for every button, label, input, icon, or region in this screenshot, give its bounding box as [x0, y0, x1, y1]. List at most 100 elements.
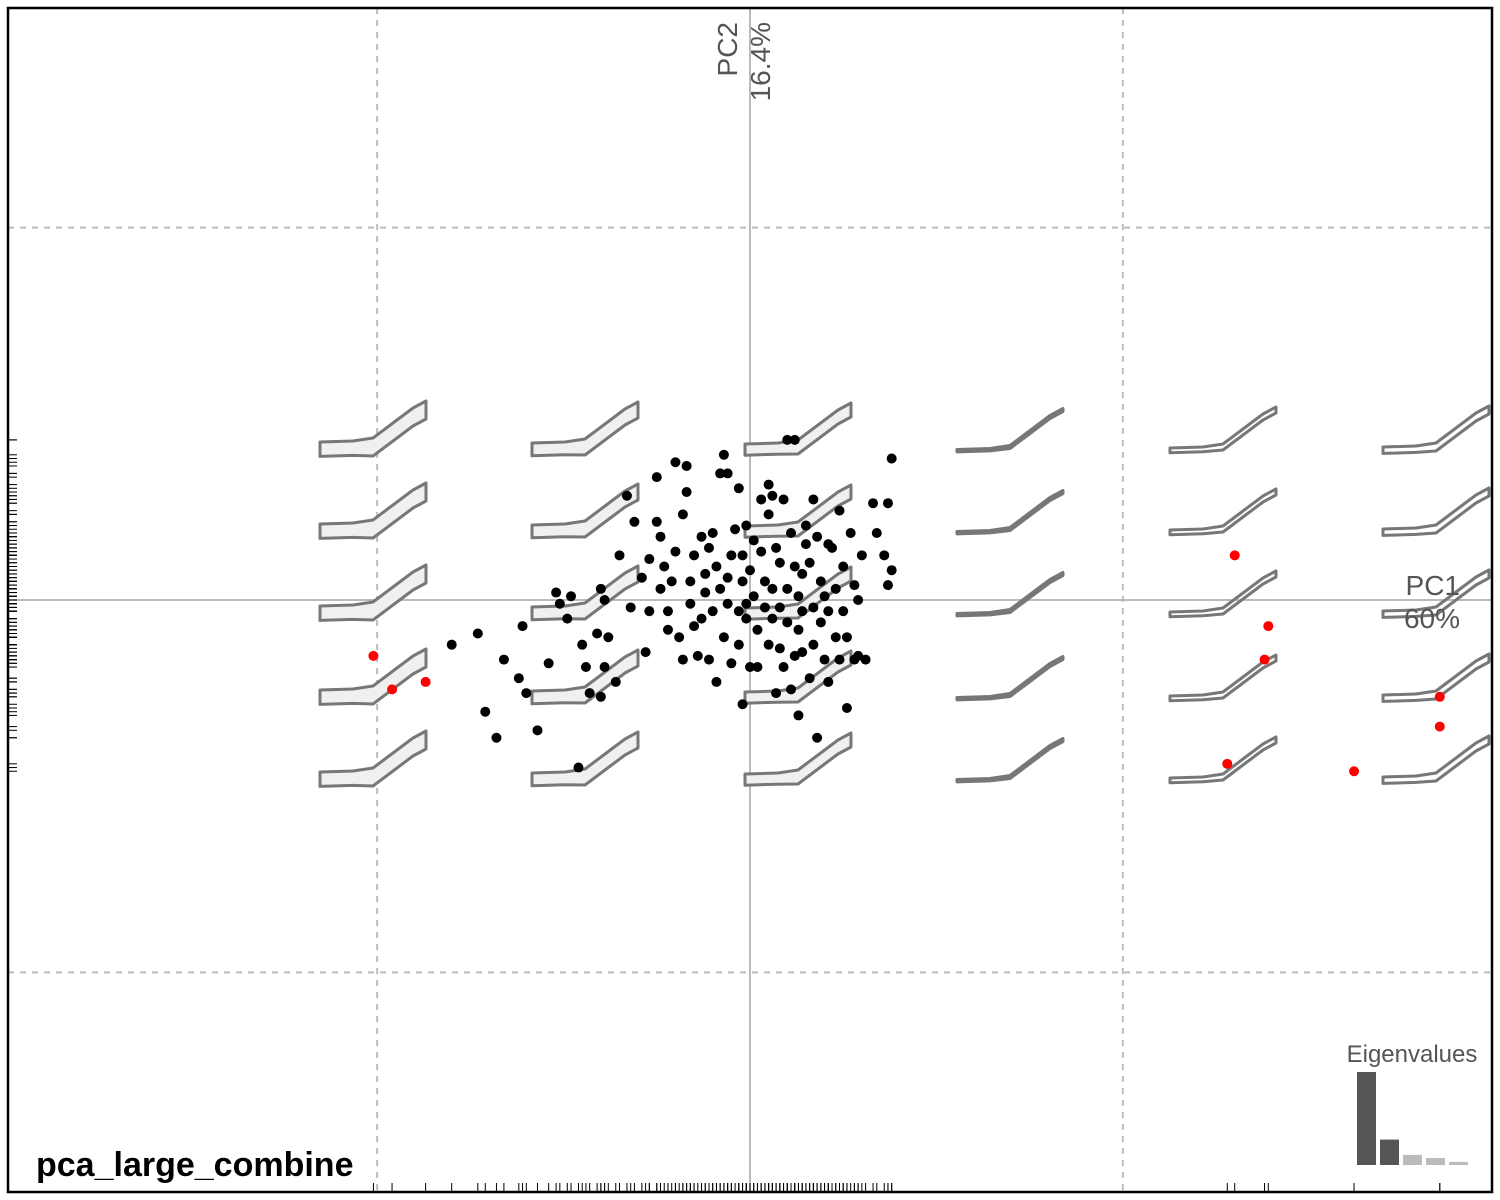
- shape-outline: [1381, 652, 1491, 703]
- point: [789, 650, 800, 661]
- point: [789, 434, 800, 445]
- point: [782, 583, 793, 594]
- point: [797, 568, 808, 579]
- point: [812, 531, 823, 542]
- shape-outline: [743, 731, 853, 787]
- point: [513, 673, 524, 684]
- shape-outline: [530, 648, 640, 706]
- point: [819, 654, 830, 665]
- point: [756, 494, 767, 505]
- shape-outline: [1168, 405, 1278, 455]
- point: [830, 583, 841, 594]
- point: [599, 595, 610, 605]
- point: [797, 606, 808, 617]
- point: [797, 647, 808, 658]
- point: [778, 662, 789, 673]
- point: [737, 699, 748, 710]
- point: [774, 602, 785, 613]
- point: [879, 550, 890, 561]
- point: [655, 583, 666, 594]
- point: [387, 684, 398, 695]
- point: [595, 691, 606, 702]
- shape-outline: [743, 649, 853, 705]
- point: [368, 650, 379, 661]
- point: [804, 673, 815, 684]
- shape-outline: [1381, 486, 1491, 537]
- shape-outline: [1381, 404, 1491, 455]
- point: [726, 550, 737, 561]
- point: [759, 576, 770, 587]
- point: [882, 580, 893, 591]
- frame: [6, 6, 1494, 1194]
- point: [745, 565, 755, 576]
- point: [629, 516, 640, 527]
- point: [580, 662, 591, 673]
- point: [726, 658, 737, 669]
- point: [830, 632, 841, 643]
- point: [640, 647, 651, 658]
- point: [543, 658, 554, 669]
- point: [677, 509, 688, 520]
- plot-area: [8, 434, 1445, 1192]
- shape-outline: [743, 483, 853, 539]
- point: [595, 583, 606, 594]
- point: [662, 624, 673, 635]
- point: [730, 524, 741, 535]
- point: [808, 639, 819, 650]
- point: [577, 639, 588, 650]
- point: [774, 557, 785, 568]
- shape-outline: [1381, 568, 1491, 619]
- point: [707, 606, 718, 617]
- point: [666, 576, 677, 587]
- point: [767, 490, 778, 501]
- shape-outline: [318, 729, 428, 788]
- point: [700, 568, 711, 579]
- eigen-title: Eigenvalues: [1347, 1041, 1478, 1068]
- point: [886, 565, 897, 576]
- point: [659, 561, 670, 572]
- point: [603, 632, 614, 643]
- point: [808, 602, 819, 613]
- shape-outline: [955, 655, 1065, 702]
- shape-outline: [955, 407, 1065, 454]
- point: [853, 595, 864, 605]
- point: [763, 479, 774, 490]
- shape-outline: [955, 737, 1065, 784]
- point: [711, 561, 722, 572]
- point: [715, 583, 726, 594]
- point: [532, 725, 543, 736]
- point: [856, 550, 867, 561]
- point: [498, 654, 509, 665]
- point: [689, 550, 700, 561]
- point: [551, 587, 562, 598]
- point: [491, 732, 502, 743]
- point: [696, 613, 707, 624]
- point: [737, 576, 748, 587]
- point: [722, 468, 733, 479]
- shape-outline: [955, 489, 1065, 536]
- point: [752, 624, 763, 635]
- point: [733, 639, 744, 650]
- point: [1263, 621, 1274, 632]
- point: [1349, 766, 1360, 777]
- point: [599, 662, 610, 673]
- point: [610, 676, 621, 687]
- shape-outline: [318, 563, 428, 622]
- point: [703, 654, 714, 665]
- point: [1229, 550, 1240, 561]
- shape-outline: [1168, 487, 1278, 537]
- point: [674, 632, 685, 643]
- point: [737, 550, 748, 561]
- point: [782, 617, 793, 628]
- point: [614, 550, 625, 561]
- point: [819, 591, 830, 602]
- point: [1434, 721, 1445, 732]
- point: [771, 542, 782, 553]
- point: [782, 434, 793, 445]
- eigen-bar: [1403, 1154, 1422, 1165]
- point: [662, 606, 673, 617]
- point: [834, 505, 845, 516]
- point: [1222, 758, 1233, 769]
- point: [793, 710, 804, 721]
